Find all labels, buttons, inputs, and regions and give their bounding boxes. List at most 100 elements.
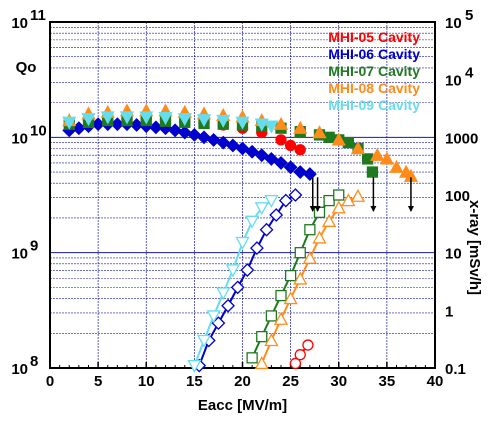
xray-point-5 — [235, 236, 250, 250]
xray-point-4 — [331, 200, 346, 214]
q0-point-4 — [293, 120, 308, 134]
y-left-tick-exp: 10 — [30, 122, 47, 139]
q0-point-1 — [284, 139, 297, 152]
y-right-tick-label: 1000 — [445, 130, 478, 147]
xray-point-2 — [221, 298, 235, 313]
y-right-tick-label: 10 — [445, 15, 462, 32]
quench-arrow-head — [314, 205, 321, 212]
axis-labels: Eacc [MV/m] Qo x-ray [mSv/h] — [16, 59, 483, 414]
q0-point-2 — [264, 151, 279, 166]
q0-point-5 — [254, 118, 269, 132]
legend-entry-3: MHI-07 Cavity — [328, 63, 420, 79]
xray-point-3 — [323, 194, 335, 207]
x-tick-label: 40 — [427, 373, 444, 390]
q0-point-4 — [273, 116, 289, 130]
legend-entry-4: MHI-08 Cavity — [328, 80, 420, 96]
data-marks — [62, 103, 419, 373]
xray-point-5 — [216, 287, 231, 301]
xray-point-1 — [289, 357, 302, 370]
x-axis-label: Eacc [MV/m] — [198, 397, 287, 414]
q0-point-5 — [158, 112, 173, 126]
xray-point-5 — [225, 264, 240, 278]
xray-point-3 — [275, 289, 287, 302]
quench-arrow-head — [370, 205, 377, 212]
xray-point-5 — [196, 334, 212, 348]
xray-point-5 — [187, 359, 202, 373]
xray-point-4 — [254, 356, 269, 370]
xray-point-3 — [284, 269, 297, 282]
xray-point-2 — [269, 208, 284, 222]
q0-point-2 — [274, 156, 288, 170]
xray-point-4 — [312, 230, 327, 244]
x-tick-label: 35 — [379, 373, 396, 390]
x-tick-label: 25 — [282, 373, 299, 390]
q0-point-2 — [245, 144, 260, 159]
xray-point-5 — [245, 215, 260, 229]
y-left-tick-label: 10 — [11, 361, 28, 378]
xray-point-3 — [294, 247, 306, 259]
quench-arrows — [309, 177, 414, 212]
q0-point-4 — [350, 141, 366, 155]
xray-point-4 — [293, 271, 308, 285]
xray-point-4 — [350, 188, 366, 202]
q0-point-4 — [379, 151, 394, 165]
x-tick-label: 15 — [186, 373, 203, 390]
x-tick-label: 10 — [138, 373, 155, 390]
y-right-tick-exp: 4 — [465, 65, 474, 82]
y-left-tick-exp: 8 — [30, 353, 38, 370]
y-right-tick-label: 10 — [445, 73, 462, 90]
xray-point-3 — [265, 310, 278, 322]
xray-point-2 — [288, 188, 303, 202]
q0-point-2 — [187, 127, 202, 142]
xray-point-4 — [322, 213, 337, 227]
xray-point-1 — [302, 339, 314, 351]
xray-point-4 — [264, 333, 279, 347]
x-tick-label: 5 — [94, 373, 102, 390]
quench-arrow-head — [309, 205, 316, 212]
q0-point-5 — [196, 114, 212, 128]
q0-point-3 — [342, 136, 355, 149]
q0-point-2 — [177, 125, 192, 140]
q0-point-1 — [275, 134, 287, 146]
quench-arrow-head — [407, 205, 414, 212]
y-left-tick-label: 10 — [11, 15, 28, 32]
legend-entry-2: MHI-06 Cavity — [328, 46, 420, 62]
xray-point-4 — [341, 193, 356, 207]
q0-point-2 — [293, 165, 308, 179]
q0-point-4 — [312, 125, 327, 139]
y-right-tick-label: 100 — [445, 188, 470, 205]
q0-point-5 — [139, 111, 154, 125]
q0-point-5 — [216, 114, 231, 128]
q0-point-5 — [177, 113, 192, 127]
xray-line-3 — [251, 194, 340, 359]
y-right-tick-label: 1 — [445, 303, 453, 320]
xray-point-5 — [254, 202, 269, 216]
legend-entry-1: MHI-05 Cavity — [328, 29, 420, 45]
q0-point-2 — [197, 130, 211, 145]
q0-point-2 — [283, 160, 298, 175]
xray-point-2 — [278, 193, 293, 208]
xray-point-4 — [302, 250, 317, 264]
legend-entry-5: MHI-09 Cavity — [328, 97, 420, 113]
y-right-tick-label: 10 — [445, 246, 462, 263]
q0-point-1 — [294, 144, 306, 156]
xray-point-5 — [264, 194, 279, 208]
xray-point-2 — [240, 263, 255, 277]
q0-point-5 — [235, 116, 250, 130]
y-right-tick-label: 0.1 — [445, 361, 466, 378]
q0-point-3 — [361, 153, 374, 165]
y-left-tick-exp: 11 — [30, 7, 46, 24]
xray-point-2 — [259, 222, 274, 237]
xray-point-3 — [256, 330, 268, 343]
y-left-axis-label: Qo — [16, 59, 37, 76]
q0-point-4 — [370, 147, 385, 161]
y-right-axis-label: x-ray [mSv/h] — [466, 200, 483, 295]
y-right-tick-exp: 5 — [465, 7, 473, 24]
xray-point-3 — [333, 189, 345, 201]
q0-point-3 — [366, 166, 379, 178]
q0-point-5 — [100, 111, 115, 125]
xray-point-4 — [283, 291, 298, 305]
q0-point-5 — [62, 116, 77, 130]
x-tick-label: 0 — [46, 373, 54, 390]
